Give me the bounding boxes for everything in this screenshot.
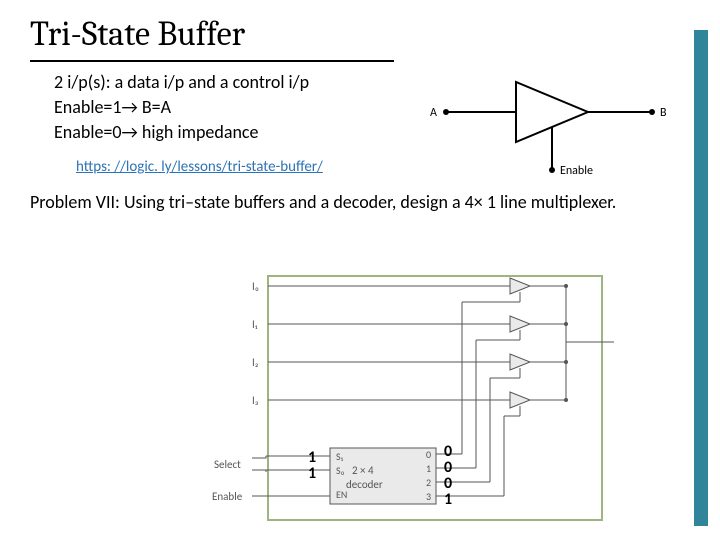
accent-bar [694,30,708,526]
tristate-label-b: B [660,106,667,120]
tristate-label-enable: Enable [560,164,593,178]
decoder-en: EN [336,488,347,501]
decoder-s0: S₀ [336,464,345,477]
mux-input-1: I₁ [252,318,258,331]
mux-input-0: I₀ [252,280,259,293]
decoder-s1: S₁ [336,450,344,463]
tristate-label-a: A [430,106,437,120]
desc-line-3: Enable=0→ high impedance [54,120,258,145]
select-label: Select [214,458,241,471]
anno-right-3: 1 [444,490,452,509]
svg-text:2: 2 [426,476,431,489]
desc-line-2: Enable=1→ B=A [54,95,171,120]
anno-left-1: 1 [308,464,316,483]
decoder-caption-bot: decoder [346,478,383,491]
mux-diagram: I₀ I₁ I₂ I₃ 2 × 4 decoder S₁ S₀ EN 0 1 2… [206,272,628,524]
tristate-symbol: A B Enable [418,66,676,180]
reference-link[interactable]: https: //logic. ly/lessons/tri-state-buf… [76,158,323,176]
desc-line-1: 2 i/p(s): a data i/p and a control i/p [54,70,309,95]
decoder-caption-top: 2 × 4 [352,464,374,477]
enable-label: Enable [212,490,243,503]
mux-input-3: I₃ [252,394,259,407]
problem-text: Problem VII: Using tri–state buffers and… [30,190,670,215]
mux-input-2: I₂ [252,356,259,369]
title-underline [30,60,394,62]
page-title: Tri-State Buffer [30,14,245,54]
svg-text:0: 0 [426,448,431,461]
svg-text:3: 3 [426,490,431,503]
svg-text:1: 1 [426,462,431,475]
